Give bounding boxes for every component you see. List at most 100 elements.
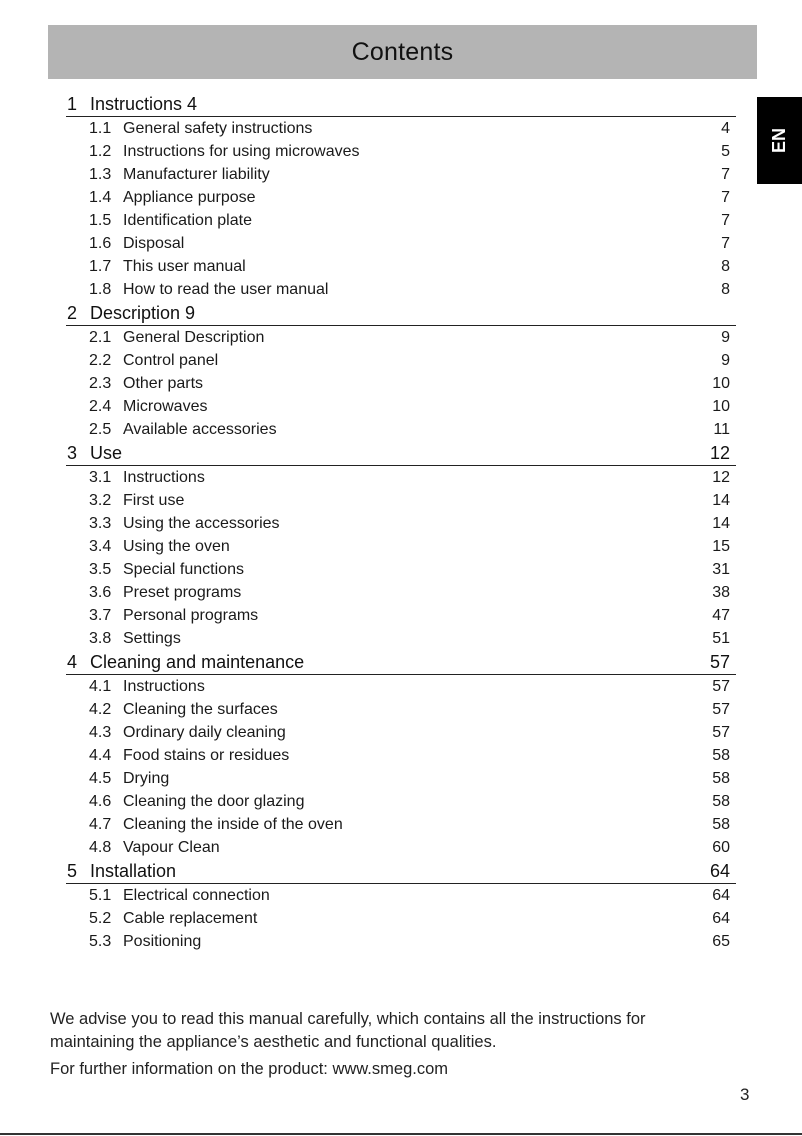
toc-entry[interactable]: 1.6 Disposal 7 <box>66 232 736 255</box>
toc-entry[interactable]: 3.8 Settings 51 <box>66 627 736 650</box>
toc-entry[interactable]: 3.5 Special functions 31 <box>66 558 736 581</box>
toc-entry[interactable]: 4.8 Vapour Clean 60 <box>66 836 736 859</box>
toc-entry[interactable]: 5.2 Cable replacement 64 <box>66 907 736 930</box>
entry-page: 58 <box>712 815 730 833</box>
toc-entry[interactable]: 3.4 Using the oven 15 <box>66 535 736 558</box>
entry-page: 10 <box>712 374 730 392</box>
info-text: For further information on the product: … <box>50 1060 448 1078</box>
entry-page: 4 <box>721 119 730 137</box>
entry-title: Manufacturer liability <box>123 165 270 183</box>
entry-page: 8 <box>721 280 730 298</box>
toc-entry[interactable]: 4.3 Ordinary daily cleaning 57 <box>66 721 736 744</box>
page-title: Contents <box>351 37 454 66</box>
contents-header: Contents <box>48 25 757 79</box>
entry-number: 2.1 <box>89 328 112 346</box>
toc-entry[interactable]: 4.7 Cleaning the inside of the oven 58 <box>66 813 736 836</box>
entry-title: Available accessories <box>123 420 277 438</box>
entry-number: 2.2 <box>89 351 112 369</box>
entry-page: 38 <box>712 583 730 601</box>
entry-number: 1.7 <box>89 257 112 275</box>
entry-number: 3.5 <box>89 560 112 578</box>
toc-entry[interactable]: 1.7 This user manual 8 <box>66 255 736 278</box>
entry-number: 1.5 <box>89 211 112 229</box>
entry-title: Positioning <box>123 932 202 950</box>
entry-page: 9 <box>721 328 730 346</box>
table-of-contents: 1 Instructions 4 1.1 General safety instruc… <box>66 92 736 953</box>
chapter-number: 2 <box>67 302 78 323</box>
entry-title: General Description <box>123 328 265 346</box>
entry-number: 4.4 <box>89 746 112 764</box>
toc-entry[interactable]: 3.1 Instructions 12 <box>66 466 736 489</box>
entry-number: 2.3 <box>89 374 112 392</box>
entry-page: 51 <box>712 629 730 647</box>
toc-entry[interactable]: 1.5 Identification plate 7 <box>66 209 736 232</box>
entry-page: 10 <box>712 397 730 415</box>
entry-number: 4.1 <box>89 677 112 695</box>
entry-page: 64 <box>712 886 730 904</box>
entry-number: 3.2 <box>89 491 112 509</box>
toc-entry[interactable]: 5.3 Positioning 65 <box>66 930 736 953</box>
entry-page: 7 <box>721 211 730 229</box>
entry-number: 3.7 <box>89 606 112 624</box>
entry-page: 14 <box>712 491 730 509</box>
entry-page: 5 <box>721 142 730 160</box>
entry-number: 4.2 <box>89 700 112 718</box>
entry-title: Cleaning the inside of the oven <box>123 815 343 833</box>
toc-entry[interactable]: 1.8 How to read the user manual 8 <box>66 278 736 301</box>
toc-entry[interactable]: 1.1 General safety instructions 4 <box>66 117 736 140</box>
toc-entry[interactable]: 4.1 Instructions 57 <box>66 675 736 698</box>
toc-entry[interactable]: 1.2 Instructions for using microwaves 5 <box>66 140 736 163</box>
chapter-title: Description 9 <box>90 302 196 323</box>
entry-number: 1.6 <box>89 234 112 252</box>
entry-page: 58 <box>712 769 730 787</box>
entry-page: 14 <box>712 514 730 532</box>
entry-title: Food stains or residues <box>123 746 290 764</box>
entry-number: 5.2 <box>89 909 112 927</box>
toc-entry[interactable]: 4.2 Cleaning the surfaces 57 <box>66 698 736 721</box>
toc-entry[interactable]: 4.6 Cleaning the door glazing 58 <box>66 790 736 813</box>
toc-entry[interactable]: 3.3 Using the accessories 14 <box>66 512 736 535</box>
entry-page: 57 <box>712 723 730 741</box>
entry-number: 4.6 <box>89 792 112 810</box>
toc-entry[interactable]: 2.2 Control panel 9 <box>66 349 736 372</box>
chapter-title: Use <box>90 442 123 463</box>
entry-number: 3.6 <box>89 583 112 601</box>
toc-entry[interactable]: 3.2 First use 14 <box>66 489 736 512</box>
entry-number: 2.5 <box>89 420 112 438</box>
toc-chapter[interactable]: 5 Installation 64 <box>66 859 736 884</box>
entry-title: Using the oven <box>123 537 230 555</box>
toc-chapter[interactable]: 1 Instructions 4 <box>66 92 736 117</box>
toc-entry[interactable]: 2.4 Microwaves 10 <box>66 395 736 418</box>
entry-page: 7 <box>721 165 730 183</box>
page-number: 3 <box>740 1085 750 1104</box>
entry-number: 5.1 <box>89 886 112 904</box>
toc-entry[interactable]: 3.6 Preset programs 38 <box>66 581 736 604</box>
entry-number: 1.3 <box>89 165 112 183</box>
toc-entry[interactable]: 2.5 Available accessories 11 <box>66 418 736 441</box>
entry-title: Electrical connection <box>123 886 270 904</box>
chapter-number: 1 <box>67 93 78 114</box>
entry-number: 4.7 <box>89 815 112 833</box>
toc-entry[interactable]: 2.3 Other parts 10 <box>66 372 736 395</box>
entry-number: 4.3 <box>89 723 112 741</box>
entry-title: Instructions for using microwaves <box>123 142 360 160</box>
toc-entry[interactable]: 4.5 Drying 58 <box>66 767 736 790</box>
toc-entry[interactable]: 5.1 Electrical connection 64 <box>66 884 736 907</box>
entry-title: Appliance purpose <box>123 188 256 206</box>
entry-number: 1.2 <box>89 142 112 160</box>
toc-entry[interactable]: 1.3 Manufacturer liability 7 <box>66 163 736 186</box>
entry-number: 1.1 <box>89 119 112 137</box>
toc-chapter[interactable]: 3 Use 12 <box>66 441 736 466</box>
toc-entry[interactable]: 3.7 Personal programs 47 <box>66 604 736 627</box>
entry-page: 47 <box>712 606 730 624</box>
toc-chapter[interactable]: 2 Description 9 <box>66 301 736 326</box>
entry-number: 4.5 <box>89 769 112 787</box>
entry-page: 60 <box>712 838 730 856</box>
entry-title: Cleaning the surfaces <box>123 700 278 718</box>
chapter-title: Installation <box>90 860 177 881</box>
toc-chapter[interactable]: 4 Cleaning and maintenance 57 <box>66 650 736 675</box>
toc-entry[interactable]: 2.1 General Description 9 <box>66 326 736 349</box>
toc-entry[interactable]: 4.4 Food stains or residues 58 <box>66 744 736 767</box>
entry-page: 64 <box>712 909 730 927</box>
toc-entry[interactable]: 1.4 Appliance purpose 7 <box>66 186 736 209</box>
